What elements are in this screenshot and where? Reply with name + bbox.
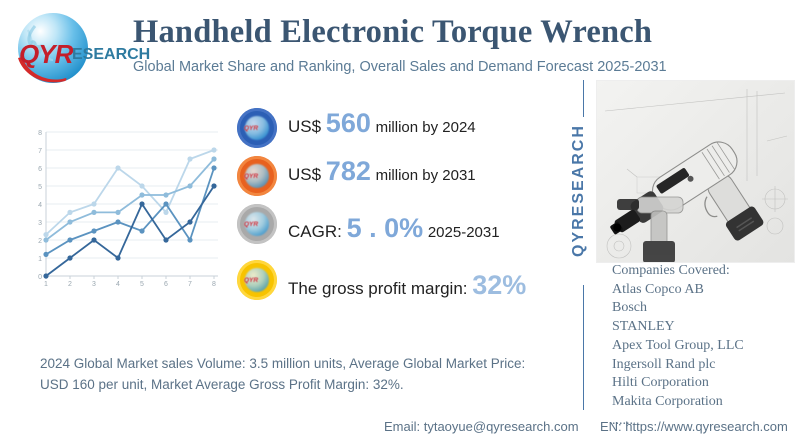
svg-text:6: 6 bbox=[164, 281, 168, 288]
svg-text:8: 8 bbox=[38, 130, 42, 137]
svg-text:1: 1 bbox=[38, 256, 42, 263]
svg-text:5: 5 bbox=[38, 184, 42, 191]
svg-text:3: 3 bbox=[38, 220, 42, 227]
svg-text:7: 7 bbox=[38, 148, 42, 155]
svg-text:4: 4 bbox=[116, 281, 120, 288]
svg-text:6: 6 bbox=[38, 166, 42, 173]
svg-text:1: 1 bbox=[44, 281, 48, 288]
svg-text:3: 3 bbox=[92, 281, 96, 288]
svg-text:2: 2 bbox=[68, 281, 72, 288]
svg-text:7: 7 bbox=[188, 281, 192, 288]
svg-text:5: 5 bbox=[140, 281, 144, 288]
svg-text:2: 2 bbox=[38, 238, 42, 245]
svg-text:0: 0 bbox=[38, 274, 42, 281]
svg-text:8: 8 bbox=[212, 281, 216, 288]
svg-text:QYR: QYR bbox=[19, 39, 74, 69]
svg-text:4: 4 bbox=[38, 202, 42, 209]
